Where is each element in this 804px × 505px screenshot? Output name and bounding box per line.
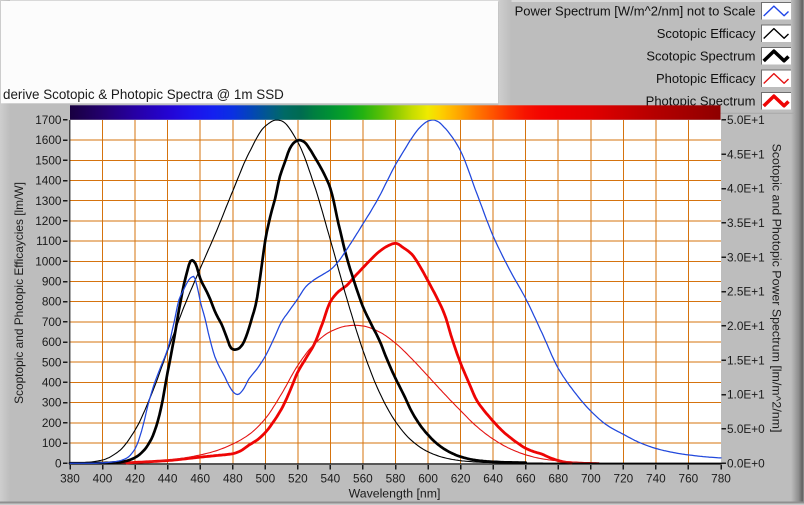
- svg-text:600: 600: [418, 472, 438, 486]
- svg-text:1.0E+1: 1.0E+1: [727, 388, 765, 402]
- svg-text:3.5E+1: 3.5E+1: [727, 216, 765, 230]
- svg-text:800: 800: [42, 295, 62, 309]
- svg-text:520: 520: [288, 472, 308, 486]
- svg-text:1700: 1700: [35, 113, 62, 127]
- svg-text:1000: 1000: [35, 254, 62, 268]
- svg-text:900: 900: [42, 275, 62, 289]
- svg-text:500: 500: [255, 472, 275, 486]
- svg-text:Scotopic Efficacy: Scotopic Efficacy: [657, 26, 756, 41]
- svg-text:400: 400: [93, 472, 113, 486]
- svg-text:Scoptopic and Photopic Efficay: Scoptopic and Photopic Efficaycies [lm/W…: [12, 182, 26, 404]
- svg-text:Photopic Efficacy: Photopic Efficacy: [656, 71, 756, 86]
- svg-text:1600: 1600: [35, 133, 62, 147]
- svg-text:580: 580: [386, 472, 406, 486]
- svg-text:500: 500: [42, 355, 62, 369]
- svg-text:780: 780: [711, 472, 731, 486]
- svg-text:720: 720: [614, 472, 634, 486]
- svg-text:Photopic Spectrum: Photopic Spectrum: [646, 94, 756, 109]
- svg-text:380: 380: [60, 472, 80, 486]
- svg-text:derive Scotopic & Photopic Spe: derive Scotopic & Photopic Spectra @ 1m …: [3, 87, 284, 102]
- svg-text:5.0E+0: 5.0E+0: [727, 422, 765, 436]
- svg-text:620: 620: [451, 472, 471, 486]
- svg-text:740: 740: [646, 472, 666, 486]
- svg-text:1500: 1500: [35, 153, 62, 167]
- svg-text:5.0E+1: 5.0E+1: [727, 113, 765, 127]
- svg-text:1200: 1200: [35, 214, 62, 228]
- svg-text:4.5E+1: 4.5E+1: [727, 147, 765, 161]
- svg-text:540: 540: [321, 472, 341, 486]
- svg-text:4.0E+1: 4.0E+1: [727, 182, 765, 196]
- svg-text:0.0E+0: 0.0E+0: [727, 456, 765, 470]
- svg-text:560: 560: [353, 472, 373, 486]
- svg-text:700: 700: [581, 472, 601, 486]
- svg-text:Power Spectrum [W/m^2/nm] not: Power Spectrum [W/m^2/nm] not to Scale: [515, 4, 756, 19]
- svg-text:1400: 1400: [35, 174, 62, 188]
- svg-text:680: 680: [548, 472, 568, 486]
- svg-text:100: 100: [42, 436, 62, 450]
- svg-text:2.0E+1: 2.0E+1: [727, 319, 765, 333]
- svg-text:Scotopic Spectrum: Scotopic Spectrum: [646, 49, 755, 64]
- svg-text:400: 400: [42, 376, 62, 390]
- svg-text:640: 640: [483, 472, 503, 486]
- svg-text:600: 600: [42, 335, 62, 349]
- svg-text:200: 200: [42, 416, 62, 430]
- svg-text:2.5E+1: 2.5E+1: [727, 285, 765, 299]
- svg-text:0: 0: [55, 456, 62, 470]
- svg-text:Wavelength [nm]: Wavelength [nm]: [349, 486, 441, 500]
- svg-text:1300: 1300: [35, 194, 62, 208]
- svg-text:Scotopic and Photopic Power Sp: Scotopic and Photopic Power Spectrum [lm…: [770, 144, 784, 433]
- svg-text:3.0E+1: 3.0E+1: [727, 250, 765, 264]
- svg-text:440: 440: [158, 472, 178, 486]
- svg-text:300: 300: [42, 396, 62, 410]
- svg-text:660: 660: [516, 472, 536, 486]
- svg-text:1100: 1100: [36, 234, 62, 248]
- svg-text:460: 460: [190, 472, 210, 486]
- svg-text:760: 760: [679, 472, 699, 486]
- svg-text:480: 480: [223, 472, 243, 486]
- svg-text:420: 420: [125, 472, 145, 486]
- svg-text:1.5E+1: 1.5E+1: [727, 353, 765, 367]
- svg-text:700: 700: [42, 315, 62, 329]
